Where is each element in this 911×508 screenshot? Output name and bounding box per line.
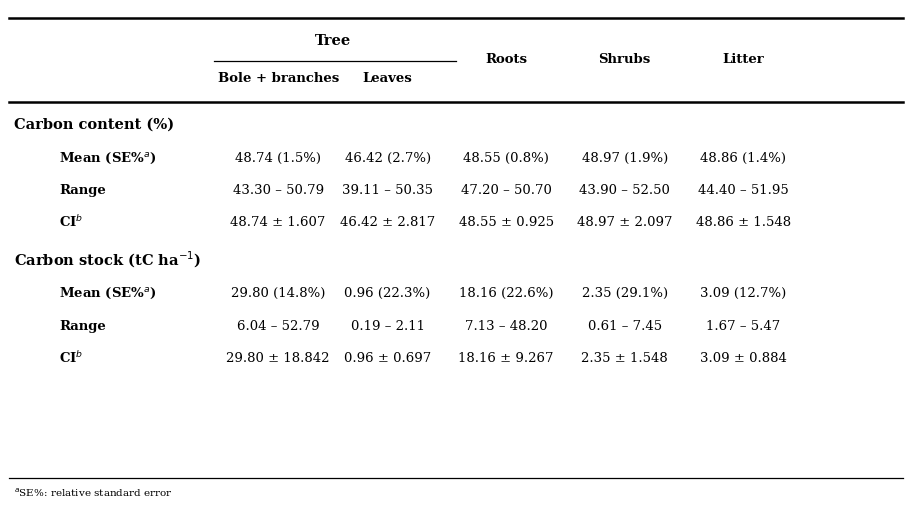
Text: Bole + branches: Bole + branches <box>218 72 338 85</box>
Text: Range: Range <box>59 184 106 197</box>
Text: Mean (SE%$^{a}$): Mean (SE%$^{a}$) <box>59 286 157 301</box>
Text: 6.04 – 52.79: 6.04 – 52.79 <box>237 320 319 333</box>
Text: $^{a}$SE%: relative standard error: $^{a}$SE%: relative standard error <box>14 487 172 499</box>
Text: Shrubs: Shrubs <box>598 53 650 67</box>
Text: Tree: Tree <box>314 34 351 48</box>
Text: 29.80 (14.8%): 29.80 (14.8%) <box>230 287 325 300</box>
Text: CI$^{b}$: CI$^{b}$ <box>59 214 84 231</box>
Text: 1.67 – 5.47: 1.67 – 5.47 <box>705 320 780 333</box>
Text: Roots: Roots <box>485 53 527 67</box>
Text: 47.20 – 50.70: 47.20 – 50.70 <box>460 184 551 197</box>
Text: Mean (SE%$^{a}$): Mean (SE%$^{a}$) <box>59 151 157 166</box>
Text: 18.16 ± 9.267: 18.16 ± 9.267 <box>458 352 553 365</box>
Text: 0.61 – 7.45: 0.61 – 7.45 <box>587 320 661 333</box>
Text: Leaves: Leaves <box>363 72 412 85</box>
Text: Range: Range <box>59 320 106 333</box>
Text: 48.74 (1.5%): 48.74 (1.5%) <box>235 152 321 165</box>
Text: 2.35 ± 1.548: 2.35 ± 1.548 <box>580 352 668 365</box>
Text: 0.96 ± 0.697: 0.96 ± 0.697 <box>343 352 431 365</box>
Text: Carbon stock (tC ha$^{-1}$): Carbon stock (tC ha$^{-1}$) <box>14 250 200 270</box>
Text: CI$^{b}$: CI$^{b}$ <box>59 350 84 366</box>
Text: 39.11 – 50.35: 39.11 – 50.35 <box>342 184 433 197</box>
Text: 0.19 – 2.11: 0.19 – 2.11 <box>350 320 425 333</box>
Text: 46.42 ± 2.817: 46.42 ± 2.817 <box>340 216 435 229</box>
Text: 2.35 (29.1%): 2.35 (29.1%) <box>581 287 667 300</box>
Text: 48.97 (1.9%): 48.97 (1.9%) <box>581 152 667 165</box>
Text: 0.96 (22.3%): 0.96 (22.3%) <box>344 287 430 300</box>
Text: 48.86 ± 1.548: 48.86 ± 1.548 <box>695 216 790 229</box>
Text: 48.86 (1.4%): 48.86 (1.4%) <box>700 152 785 165</box>
Text: 44.40 – 51.95: 44.40 – 51.95 <box>697 184 788 197</box>
Text: 48.74 ± 1.607: 48.74 ± 1.607 <box>230 216 325 229</box>
Text: 48.55 ± 0.925: 48.55 ± 0.925 <box>458 216 553 229</box>
Text: 43.90 – 52.50: 43.90 – 52.50 <box>578 184 670 197</box>
Text: 46.42 (2.7%): 46.42 (2.7%) <box>344 152 430 165</box>
Text: Carbon content (%): Carbon content (%) <box>14 117 174 132</box>
Text: 48.97 ± 2.097: 48.97 ± 2.097 <box>577 216 671 229</box>
Text: 48.55 (0.8%): 48.55 (0.8%) <box>463 152 548 165</box>
Text: 18.16 (22.6%): 18.16 (22.6%) <box>458 287 553 300</box>
Text: Litter: Litter <box>722 53 763 67</box>
Text: 3.09 (12.7%): 3.09 (12.7%) <box>700 287 785 300</box>
Text: 3.09 ± 0.884: 3.09 ± 0.884 <box>699 352 786 365</box>
Text: 7.13 – 48.20: 7.13 – 48.20 <box>465 320 547 333</box>
Text: 43.30 – 50.79: 43.30 – 50.79 <box>232 184 323 197</box>
Text: 29.80 ± 18.842: 29.80 ± 18.842 <box>226 352 330 365</box>
